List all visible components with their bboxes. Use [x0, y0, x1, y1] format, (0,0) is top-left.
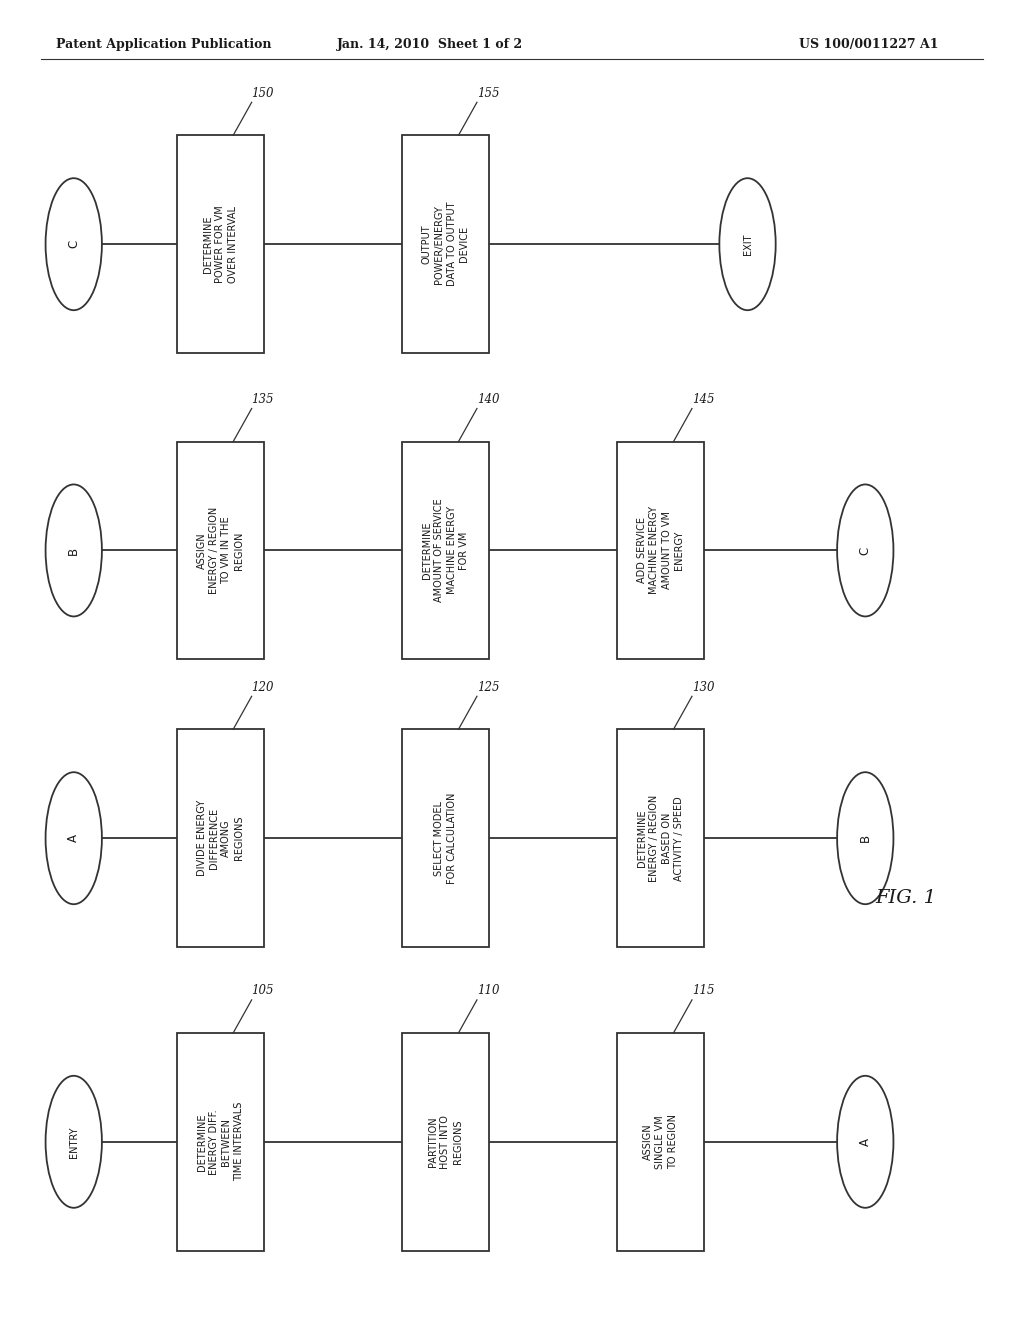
Text: A: A — [859, 1138, 871, 1146]
Text: 135: 135 — [252, 393, 274, 407]
Text: B: B — [859, 834, 871, 842]
Text: DETERMINE
ENERGY / REGION
BASED ON
ACTIVITY / SPEED: DETERMINE ENERGY / REGION BASED ON ACTIV… — [637, 795, 684, 882]
Text: ENTRY: ENTRY — [69, 1126, 79, 1158]
Text: ASSIGN
ENERGY / REGION
TO VM IN THE
REGION: ASSIGN ENERGY / REGION TO VM IN THE REGI… — [197, 507, 244, 594]
Text: US 100/0011227 A1: US 100/0011227 A1 — [799, 38, 938, 51]
Text: DETERMINE
ENERGY DIFF.
BETWEEN
TIME INTERVALS: DETERMINE ENERGY DIFF. BETWEEN TIME INTE… — [197, 1102, 244, 1181]
Text: FIG. 1: FIG. 1 — [876, 888, 937, 907]
Ellipse shape — [719, 178, 776, 310]
Text: Patent Application Publication: Patent Application Publication — [56, 38, 271, 51]
Text: 115: 115 — [692, 985, 715, 998]
Text: 150: 150 — [252, 87, 274, 100]
Ellipse shape — [45, 772, 101, 904]
Text: 155: 155 — [477, 87, 500, 100]
Text: EXIT: EXIT — [742, 234, 753, 255]
Text: SELECT MODEL
FOR CALCULATION: SELECT MODEL FOR CALCULATION — [434, 792, 457, 884]
Text: 130: 130 — [692, 681, 715, 694]
Ellipse shape — [45, 1076, 101, 1208]
Ellipse shape — [837, 772, 893, 904]
Ellipse shape — [837, 1076, 893, 1208]
FancyBboxPatch shape — [176, 441, 264, 660]
Text: B: B — [68, 546, 80, 554]
Text: A: A — [68, 834, 80, 842]
Ellipse shape — [45, 484, 101, 616]
FancyBboxPatch shape — [401, 729, 489, 948]
Text: 120: 120 — [252, 681, 274, 694]
Text: C: C — [859, 546, 871, 554]
Text: 110: 110 — [477, 985, 500, 998]
Text: ADD SERVICE
MACHINE ENERGY
AMOUNT TO VM
ENERGY: ADD SERVICE MACHINE ENERGY AMOUNT TO VM … — [637, 507, 684, 594]
Text: 105: 105 — [252, 985, 274, 998]
Text: 140: 140 — [477, 393, 500, 407]
Text: Jan. 14, 2010  Sheet 1 of 2: Jan. 14, 2010 Sheet 1 of 2 — [337, 38, 523, 51]
FancyBboxPatch shape — [176, 729, 264, 948]
FancyBboxPatch shape — [176, 135, 264, 354]
Text: DETERMINE
AMOUNT OF SERVICE
MACHINE ENERGY
FOR VM: DETERMINE AMOUNT OF SERVICE MACHINE ENER… — [422, 499, 469, 602]
Text: ASSIGN
SINGLE VM
TO REGION: ASSIGN SINGLE VM TO REGION — [643, 1114, 678, 1170]
FancyBboxPatch shape — [176, 1032, 264, 1251]
Text: C: C — [68, 240, 80, 248]
Ellipse shape — [837, 484, 893, 616]
Text: OUTPUT
POWER/ENERGY
DATA TO OUTPUT
DEVICE: OUTPUT POWER/ENERGY DATA TO OUTPUT DEVIC… — [422, 202, 469, 286]
FancyBboxPatch shape — [616, 1032, 705, 1251]
Text: DIVIDE ENERGY
DIFFERENCE
AMONG
REGIONS: DIVIDE ENERGY DIFFERENCE AMONG REGIONS — [197, 800, 244, 876]
FancyBboxPatch shape — [401, 441, 489, 660]
Text: 145: 145 — [692, 393, 715, 407]
Text: DETERMINE
POWER FOR VM
OVER INTERVAL: DETERMINE POWER FOR VM OVER INTERVAL — [203, 206, 238, 282]
FancyBboxPatch shape — [616, 441, 705, 660]
FancyBboxPatch shape — [616, 729, 705, 948]
FancyBboxPatch shape — [401, 1032, 489, 1251]
FancyBboxPatch shape — [401, 135, 489, 354]
Ellipse shape — [45, 178, 101, 310]
Text: 125: 125 — [477, 681, 500, 694]
Text: PARTITION
HOST INTO
REGIONS: PARTITION HOST INTO REGIONS — [428, 1115, 463, 1168]
